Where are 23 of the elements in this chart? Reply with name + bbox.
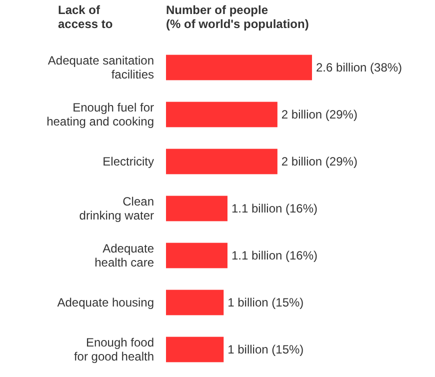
y-tick-label: Adequate sanitation facilities: [48, 54, 154, 82]
data-label: 1.1 billion (16%): [231, 202, 318, 216]
data-label: 2.6 billion (38%): [316, 60, 402, 75]
data-label: 2 billion (29%): [281, 154, 358, 169]
y-axis-title: Lack of access to: [58, 3, 113, 31]
y-tick-label: Electricity: [102, 154, 154, 169]
bar: [166, 336, 224, 362]
data-label: 1 billion (15%): [228, 342, 304, 357]
x-axis-title: Number of people (% of world's population): [166, 3, 309, 31]
data-label: 1.1 billion (16%): [231, 248, 318, 263]
bar: [166, 290, 224, 316]
bar: [166, 196, 228, 222]
y-tick-label: Clean drinking water: [79, 194, 154, 223]
data-label: 1 billion (15%): [228, 296, 304, 310]
bar: [166, 148, 278, 174]
data-label: 2 billion (29%): [281, 108, 358, 122]
y-tick-label: Enough fuel for heating and cooking: [46, 100, 154, 129]
y-tick-label: Enough food for good health: [74, 336, 154, 364]
bar: [166, 242, 228, 268]
bar: [166, 54, 312, 80]
y-tick-label: Adequate health care: [94, 242, 154, 270]
bar: [166, 102, 278, 128]
y-tick-label: Adequate housing: [57, 296, 154, 310]
